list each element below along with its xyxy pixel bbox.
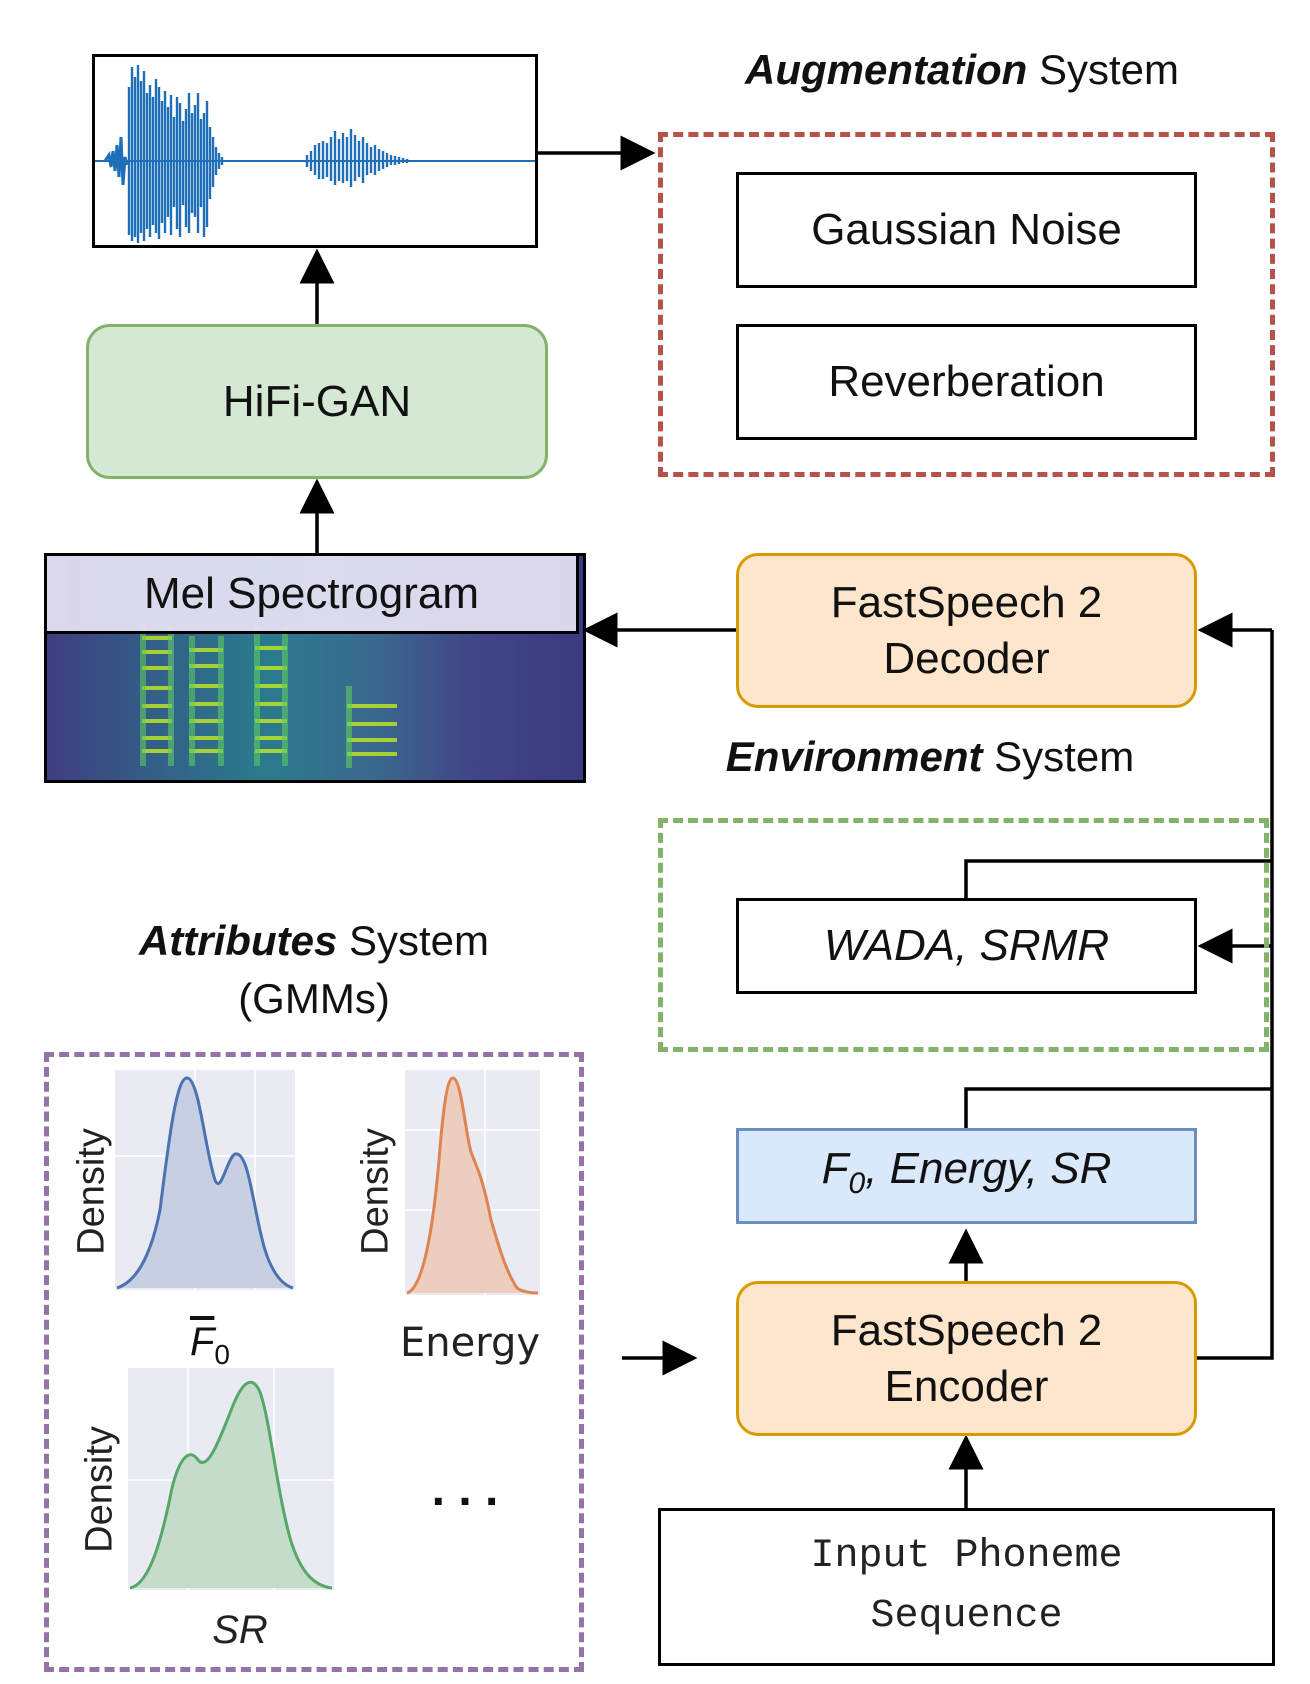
sr-xlabel: SR (212, 1608, 268, 1652)
attributes-subtitle: (GMMs) (238, 975, 390, 1022)
augmentation-system-frame (658, 132, 1275, 477)
features-label-sub: 0 (848, 1166, 866, 1200)
features-label: F0, Energy, SR (822, 1141, 1112, 1212)
input-line2: Sequence (870, 1594, 1063, 1639)
encoder-line1: FastSpeech 2 (830, 1305, 1103, 1355)
fastspeech2-encoder-box: FastSpeech 2 Encoder (736, 1281, 1197, 1436)
sr-density-curve (128, 1368, 334, 1590)
input-phoneme-box: Input Phoneme Sequence (658, 1508, 1275, 1666)
fastspeech2-decoder-box: FastSpeech 2 Decoder (736, 553, 1197, 708)
sr-density-plot: Density SR (70, 1368, 350, 1668)
environment-title-bold: Environment (725, 733, 983, 780)
energy-ylabel: Density (354, 1128, 397, 1255)
environment-system-frame (658, 818, 1269, 1052)
features-box: F0, Energy, SR (736, 1128, 1197, 1224)
energy-density-plot: Density Energy (350, 1070, 550, 1370)
waveform-icon (95, 65, 535, 243)
environment-title: Environment System (680, 733, 1180, 781)
line-features-to-bus (964, 1087, 1272, 1128)
line-wada-to-bus (964, 859, 1272, 898)
decoder-line2: Decoder (883, 633, 1050, 683)
f0-ylabel: Density (70, 1128, 113, 1255)
hifigan-label: HiFi-GAN (222, 376, 412, 426)
decoder-line1: FastSpeech 2 (830, 577, 1103, 627)
input-line1: Input Phoneme (810, 1534, 1123, 1579)
line-encoder-to-bus (1195, 630, 1274, 1360)
wada-srmr-label: WADA, SRMR (823, 921, 1110, 970)
wada-srmr-box: WADA, SRMR (736, 898, 1197, 994)
hifigan-box: HiFi-GAN (86, 324, 548, 479)
sr-ylabel: Density (78, 1426, 121, 1553)
mel-spectrogram-label-box: Mel Spectrogram (47, 556, 579, 634)
reverberation-label: Reverberation (828, 357, 1105, 406)
gaussian-noise-box: Gaussian Noise (736, 172, 1197, 288)
augmentation-title-bold: Augmentation (744, 46, 1028, 93)
mel-spectrogram-label: Mel Spectrogram (143, 568, 479, 618)
augmentation-title-rest: System (1027, 46, 1179, 93)
attributes-system-frame (44, 1052, 584, 1672)
encoder-line2: Encoder (884, 1361, 1049, 1411)
gaussian-noise-label: Gaussian Noise (811, 205, 1122, 254)
energy-xlabel: Energy (399, 1320, 541, 1366)
augmentation-title: Augmentation System (712, 46, 1212, 94)
features-label-f: F (821, 1143, 849, 1193)
energy-density-curve (405, 1070, 540, 1295)
f0-xlabel-sub: 0 (214, 1339, 230, 1370)
f0-density-curve (115, 1070, 295, 1290)
f0-xlabel-main: F (189, 1320, 215, 1364)
spectrogram-pattern (140, 626, 397, 768)
waveform-box (92, 54, 538, 248)
reverberation-box: Reverberation (736, 324, 1197, 440)
attributes-title: Attributes System (64, 917, 564, 965)
more-plots-ellipsis: . . . (431, 1463, 499, 1516)
f0-density-plot: Density F0 (60, 1070, 300, 1370)
mel-spectrogram-image: Mel Spectrogram (44, 553, 586, 783)
environment-title-rest: System (982, 733, 1135, 780)
attributes-title-rest: System (337, 917, 490, 964)
features-label-rest: , Energy, SR (865, 1143, 1112, 1193)
attributes-title-bold: Attributes (138, 917, 338, 964)
f0-xlabel: F0 (170, 1320, 250, 1371)
